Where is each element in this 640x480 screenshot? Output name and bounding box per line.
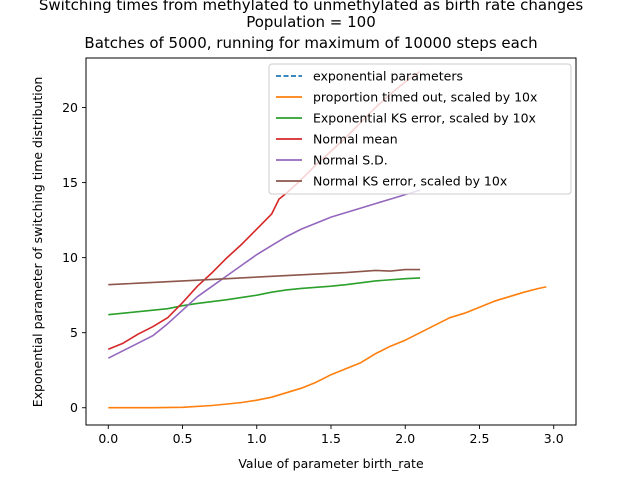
title-line-1: Switching times from methylated to unmet… (39, 0, 583, 14)
legend-label: Normal S.D. (313, 153, 388, 168)
legend-label: Exponential KS error, scaled by 10x (313, 111, 536, 126)
x-axis: 0.0 0.5 1.0 1.5 2.0 2.5 3.0 (98, 425, 564, 446)
y-tick-label: 5 (70, 325, 78, 340)
legend-label: exponential parameters (313, 69, 463, 84)
x-axis-label: Value of parameter birth_rate (238, 456, 424, 471)
series-line-5 (108, 268, 421, 286)
x-tick-label: 2.5 (470, 431, 490, 446)
y-axis-label: Exponential parameter of switching time … (30, 77, 45, 408)
y-axis: 0 5 10 15 20 (62, 100, 86, 415)
x-tick-label: 1.5 (321, 431, 341, 446)
x-tick-label: 3.0 (544, 431, 564, 446)
legend: exponential parameters proportion timed o… (268, 63, 572, 195)
legend-label: Normal mean (313, 132, 398, 147)
title-line-3: Batches of 5000, running for maximum of … (84, 34, 537, 52)
series-line-4 (107, 189, 421, 359)
y-tick-label: 0 (70, 400, 78, 415)
legend-box (268, 63, 572, 195)
title-line-2: Population = 100 (246, 13, 376, 31)
series-line-1 (108, 286, 547, 409)
y-tick-label: 15 (62, 175, 78, 190)
legend-label: proportion timed out, scaled by 10x (313, 90, 537, 105)
x-tick-label: 0.5 (173, 431, 193, 446)
x-tick-label: 1.0 (247, 431, 267, 446)
legend-label: Normal KS error, scaled by 10x (313, 174, 507, 189)
series-line-2 (108, 277, 421, 316)
chart-title: Switching times from methylated to unmet… (39, 0, 583, 52)
series-lines (107, 70, 547, 409)
x-tick-label: 0.0 (98, 431, 118, 446)
y-tick-label: 10 (62, 250, 78, 265)
y-tick-label: 20 (62, 100, 78, 115)
x-tick-label: 2.0 (395, 431, 415, 446)
